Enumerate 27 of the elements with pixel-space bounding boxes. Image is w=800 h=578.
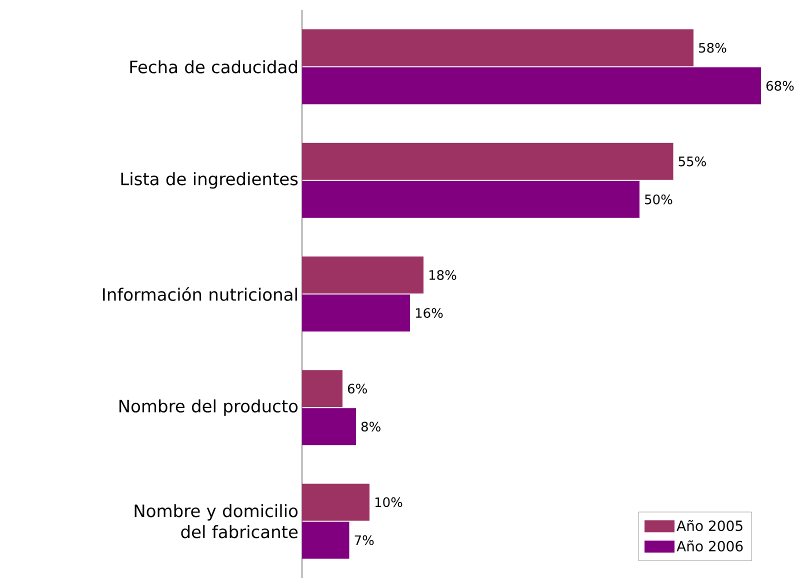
data-label: 55% [678,156,706,166]
data-label: 16% [416,308,443,318]
y-tick-label: Información nutricional [103,287,297,301]
data-label: 10% [375,497,402,508]
data-label: 7% [354,535,374,546]
bar [302,370,342,408]
bar [302,484,370,521]
bar [302,522,350,559]
legend-label: Año 2006 [676,540,743,552]
data-label: 6% [348,384,367,394]
bar [302,408,356,446]
bar [302,29,694,66]
data-label: 50% [645,194,672,204]
y-tick-label: Nombre y domicilio del fabricante [134,504,298,538]
data-label: 68% [766,80,794,91]
legend-label: Año 2005 [676,520,742,532]
data-label: 18% [429,270,456,280]
bar [302,256,424,294]
data-label: 58% [699,42,726,53]
bar [302,294,410,332]
y-tick-label: Nombre del producto [119,399,298,416]
bar [302,142,674,180]
bar [302,180,640,218]
bar [302,67,761,104]
y-tick-label: Lista de ingredientes [121,172,298,189]
y-tick-label: Fecha de caducidad [130,60,297,74]
data-label: 8% [361,422,380,432]
